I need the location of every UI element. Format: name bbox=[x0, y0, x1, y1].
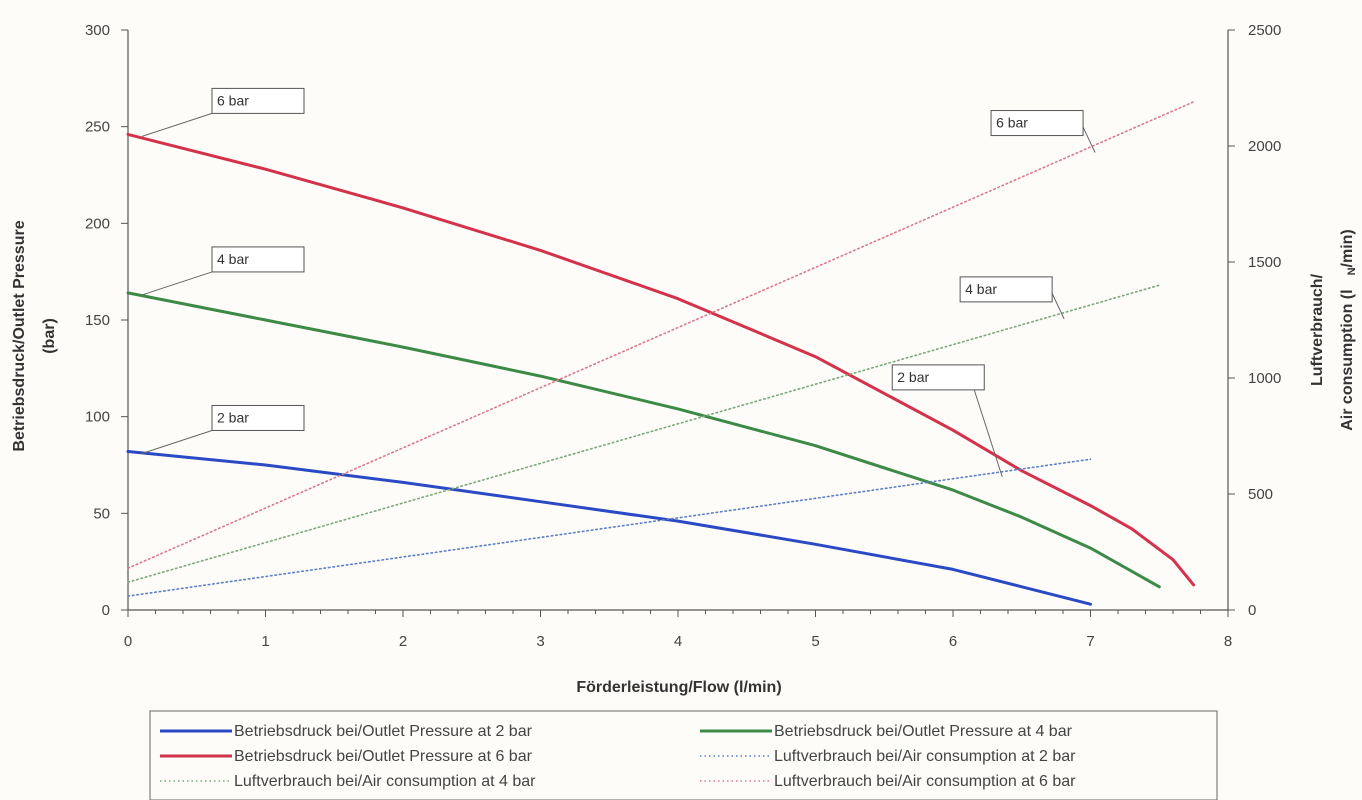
x-tick-label: 7 bbox=[1086, 633, 1094, 650]
callout-leader bbox=[141, 112, 213, 137]
x-tick-label: 6 bbox=[949, 633, 957, 650]
y-right-tick-label: 1000 bbox=[1248, 370, 1281, 387]
x-axis-title: Förderleistung/Flow (l/min) bbox=[576, 679, 781, 696]
callout-box bbox=[211, 404, 305, 431]
legend-label-2: Betriebsdruck bei/Outlet Pressure at 4 b… bbox=[774, 723, 1073, 740]
series-line-6 bbox=[127, 101, 1195, 569]
y-right-axis-title-main: Air consumption (l bbox=[1339, 289, 1356, 430]
callout-label: 2 bar bbox=[897, 369, 929, 385]
y-left-axis-title-line2: (bar) bbox=[41, 318, 58, 354]
callout-leader bbox=[141, 429, 213, 454]
x-tick-label: 5 bbox=[811, 633, 819, 650]
legend: Betriebsdruck bei/Outlet Pressure at 2 b… bbox=[149, 710, 1218, 800]
callout-box bbox=[211, 87, 305, 114]
callout-label: 4 bar bbox=[965, 281, 997, 297]
x-tick-label: 0 bbox=[124, 633, 132, 650]
series-line-5 bbox=[127, 284, 1161, 583]
callout-box bbox=[211, 246, 305, 273]
series-line-1 bbox=[126, 450, 1092, 606]
callout-leader bbox=[1082, 126, 1096, 153]
y-right-axis-title-line2: Air consumption (l N/min) bbox=[1339, 229, 1358, 431]
legend-label-1: Betriebsdruck bei/Outlet Pressure at 2 b… bbox=[234, 723, 533, 740]
x-tick-label: 1 bbox=[261, 633, 269, 650]
series bbox=[126, 101, 1196, 606]
y-left-tick-label: 200 bbox=[85, 215, 110, 232]
callout-leader bbox=[973, 389, 1003, 478]
series-line-2 bbox=[126, 291, 1161, 589]
callout-label: 6 bar bbox=[217, 92, 249, 108]
ticks: 0 1 2 3 4 5 6 7 80501001502002503000500100015002… bbox=[85, 22, 1281, 650]
callout-leader bbox=[141, 271, 213, 296]
legend-label-3: Betriebsdruck bei/Outlet Pressure at 6 b… bbox=[234, 748, 533, 765]
y-left-tick-label: 0 bbox=[102, 602, 110, 619]
callout-box bbox=[891, 364, 985, 391]
x-tick-label: 8 bbox=[1224, 633, 1232, 650]
series-line-4 bbox=[127, 458, 1092, 597]
y-right-axis-title-line1: Luftverbrauch/ bbox=[1309, 273, 1326, 386]
series-line-3 bbox=[126, 132, 1196, 587]
x-tick-label: 3 bbox=[536, 633, 544, 650]
y-right-axis-title-sub: N bbox=[1346, 267, 1358, 275]
y-right-tick-label: 0 bbox=[1248, 602, 1256, 619]
x-tick-label: 4 bbox=[674, 633, 682, 650]
y-left-tick-label: 250 bbox=[85, 119, 110, 136]
y-left-axis-title: Betriebsdruck/Outlet Pressure (bar) bbox=[11, 220, 58, 451]
y-right-tick-label: 2500 bbox=[1248, 22, 1281, 39]
legend-items: Betriebsdruck bei/Outlet Pressure at 2 b… bbox=[160, 723, 1076, 790]
callout-label: 4 bar bbox=[217, 251, 249, 267]
callout-label: 2 bar bbox=[217, 409, 249, 425]
y-right-axis-title: Luftverbrauch/ Air consumption (l N/min) bbox=[1309, 229, 1358, 431]
y-left-tick-label: 50 bbox=[93, 505, 110, 522]
callout-label: 6 bar bbox=[996, 115, 1028, 131]
callout-box bbox=[990, 110, 1084, 137]
legend-label-5: Luftverbrauch bei/Air consumption at 4 b… bbox=[234, 773, 536, 790]
callouts: 6 bar 4 bar 2 bar 6 bar 4 bar 2 bar bbox=[141, 87, 1096, 478]
x-tick-label: 2 bbox=[399, 633, 407, 650]
y-right-axis-title-end: /min) bbox=[1339, 229, 1356, 267]
legend-box bbox=[149, 710, 1218, 800]
y-right-tick-label: 1500 bbox=[1248, 254, 1281, 271]
y-left-tick-label: 300 bbox=[85, 22, 110, 39]
y-left-tick-label: 150 bbox=[85, 312, 110, 329]
y-right-tick-label: 500 bbox=[1248, 486, 1273, 503]
callout-box bbox=[959, 276, 1053, 303]
callout-leader bbox=[1051, 293, 1065, 320]
y-right-tick-label: 2000 bbox=[1248, 138, 1281, 155]
y-left-axis-title-line1: Betriebsdruck/Outlet Pressure bbox=[11, 220, 28, 451]
legend-label-6: Luftverbrauch bei/Air consumption at 6 b… bbox=[774, 773, 1076, 790]
legend-label-4: Luftverbrauch bei/Air consumption at 2 b… bbox=[774, 748, 1076, 765]
y-left-tick-label: 100 bbox=[85, 409, 110, 426]
